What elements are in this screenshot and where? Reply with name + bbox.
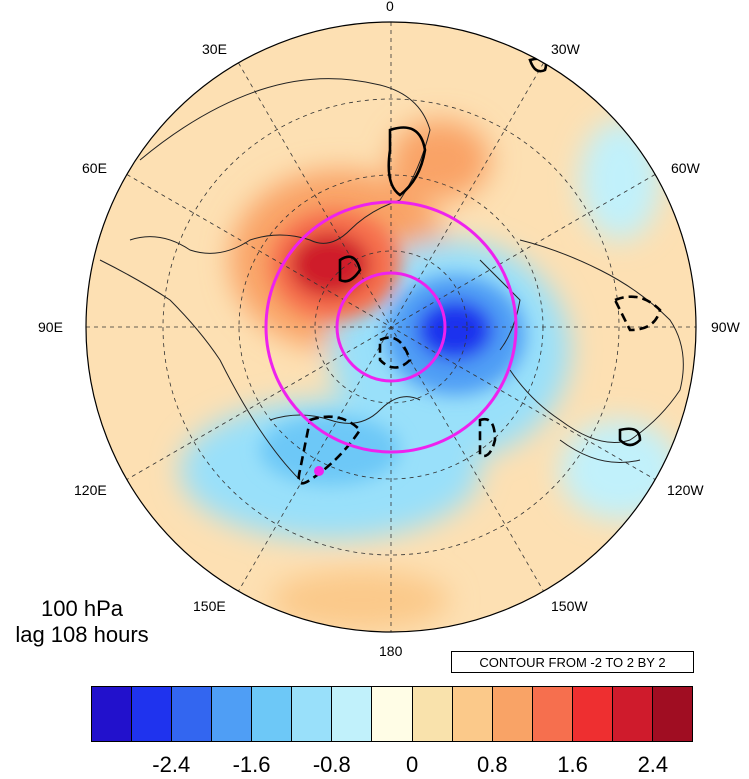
lon-label-30e: 30E — [202, 41, 227, 57]
lon-label-150e: 150E — [193, 598, 226, 614]
colorbar-tick-label: -0.8 — [312, 752, 351, 777]
colorbar-swatch — [412, 687, 453, 741]
colorbar-swatch — [332, 687, 373, 741]
warm-anomaly-ne — [390, 120, 490, 200]
colorbar-swatch — [372, 687, 413, 741]
lon-label-60w: 60W — [671, 160, 700, 176]
lon-label-120w: 120W — [667, 482, 704, 498]
colorbar-swatch — [132, 687, 173, 741]
lon-label-bottom: 180 — [379, 643, 403, 659]
colorbar-tick-label: 0.8 — [477, 752, 508, 777]
map-border — [85, 21, 697, 633]
target-circles — [264, 200, 518, 454]
colorbar-tick-label: -2.4 — [152, 752, 191, 777]
polar-map — [85, 21, 697, 633]
lon-label-90e: 90E — [38, 319, 63, 335]
pressure-level-label: 100 hPa — [41, 596, 123, 621]
lon-label-90w: 90W — [711, 319, 740, 335]
colorbar-swatch — [572, 687, 613, 741]
colorbar-swatch — [492, 687, 533, 741]
cold-anomaly-south-mid — [260, 415, 400, 485]
colorbar-swatch — [612, 687, 653, 741]
cold-anomaly-core — [417, 300, 493, 360]
colorbar-tick-label: 2.4 — [637, 752, 669, 777]
lon-label-top: 0 — [386, 0, 394, 14]
colorbar-tick-label: 0 — [405, 752, 419, 777]
graticule — [86, 22, 696, 632]
colorbar-swatch — [252, 687, 293, 741]
colorbar-swatch — [652, 687, 692, 741]
colorbar-swatch — [212, 687, 253, 741]
cold-anomaly-east — [580, 120, 660, 240]
coastlines — [99, 78, 684, 481]
colorbar-swatch — [92, 687, 133, 741]
contour-info-box: CONTOUR FROM -2 TO 2 BY 2 — [451, 651, 694, 673]
colorbar — [91, 686, 693, 742]
colorbar-swatch — [532, 687, 573, 741]
contours — [297, 57, 662, 485]
lon-label-30w: 30W — [551, 41, 580, 57]
marker-dot — [314, 466, 324, 476]
colorbar-swatch — [292, 687, 333, 741]
colorbar-swatch — [172, 687, 213, 741]
lon-label-60e: 60E — [82, 160, 107, 176]
colorbar-tick-label: 1.6 — [557, 752, 588, 777]
lag-label: lag 108 hours — [15, 622, 149, 647]
lon-label-150w: 150W — [551, 598, 588, 614]
lon-label-120e: 120E — [74, 482, 107, 498]
colorbar-tick-label: -1.6 — [232, 752, 271, 777]
colorbar-swatch — [452, 687, 493, 741]
warm-anomaly-south — [270, 570, 450, 630]
